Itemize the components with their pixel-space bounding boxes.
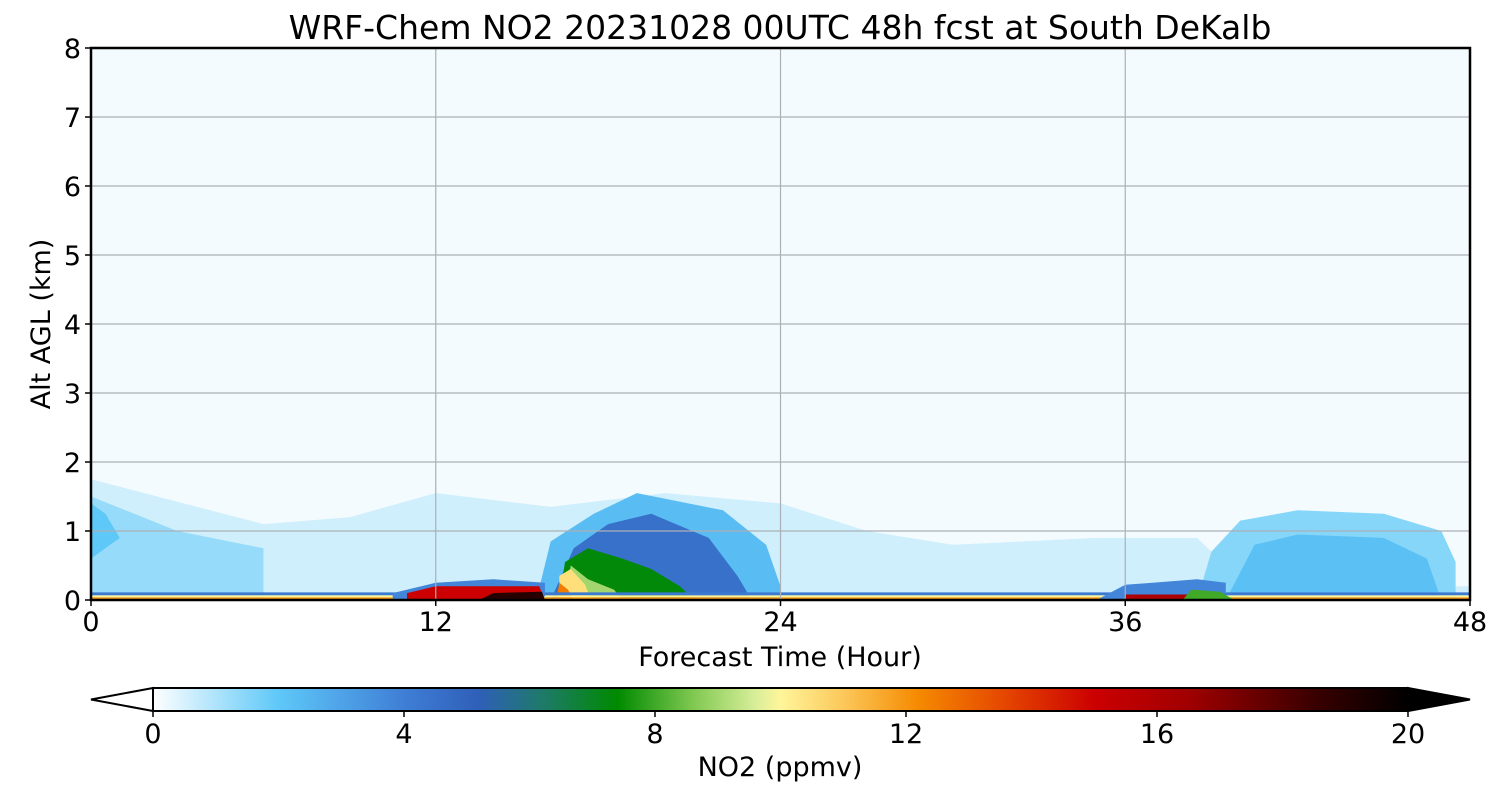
colorbar-tick-label: 4	[395, 719, 412, 750]
y-tick-label: 0	[64, 586, 81, 617]
x-tick-label: 0	[82, 607, 99, 638]
y-tick-label: 6	[64, 172, 81, 203]
y-tick-label: 1	[64, 517, 81, 548]
no2-contour-region-20	[1182, 589, 1235, 600]
x-tick-label: 12	[419, 607, 453, 638]
x-tick-label: 24	[763, 607, 797, 638]
y-tick-label: 8	[64, 34, 81, 65]
no2-contour-region-2	[91, 496, 264, 600]
y-tick-label: 2	[64, 448, 81, 479]
x-tick-label: 36	[1108, 607, 1142, 638]
chart-title: WRF-Chem NO2 20231028 00UTC 48h fcst at …	[289, 8, 1272, 47]
x-tick-label: 48	[1453, 607, 1487, 638]
colorbar-tick-label: 20	[1391, 719, 1425, 750]
colorbar-tick-label: 0	[144, 719, 161, 750]
colorbar: 0 4 8 12 16 20 NO2 (ppmv)	[90, 686, 1471, 783]
plot-area	[89, 46, 1472, 602]
y-tick-label: 3	[64, 379, 81, 410]
no2-contour-region-17	[478, 591, 545, 600]
colorbar-label: NO2 (ppmv)	[698, 752, 863, 783]
colorbar-tick-label: 12	[889, 719, 923, 750]
colorbar-under-arrow	[90, 686, 154, 713]
colorbar-gradient	[153, 688, 1408, 711]
y-tick-label: 7	[64, 103, 81, 134]
x-axis-label: Forecast Time (Hour)	[638, 642, 922, 673]
colorbar-frame	[152, 687, 1409, 712]
colorbar-tick-label: 16	[1140, 719, 1174, 750]
y-tick-label: 5	[64, 241, 81, 272]
y-tick-label: 4	[64, 310, 81, 341]
no2-contour-region-5	[1225, 534, 1442, 600]
y-axis-label: Alt AGL (km)	[26, 239, 57, 410]
colorbar-tick-label: 8	[646, 719, 663, 750]
colorbar-over-arrow	[1407, 686, 1471, 713]
